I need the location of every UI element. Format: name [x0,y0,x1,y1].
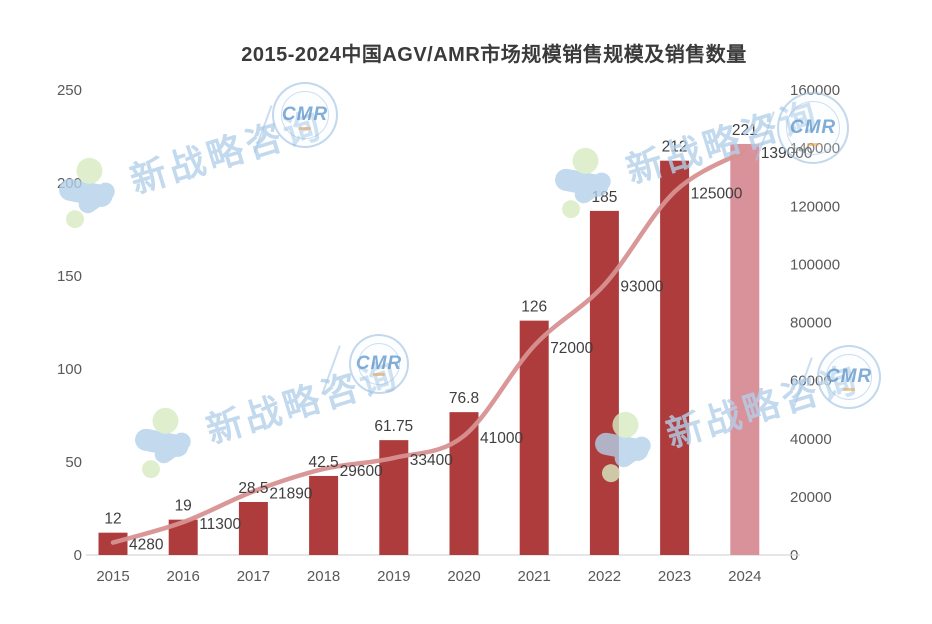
line-value-label-2022: 93000 [620,279,663,296]
x-axis-tick-label: 2024 [728,568,761,585]
bar-value-label-2022: 185 [591,189,617,206]
y-axis-right-tick-label: 80000 [790,315,832,332]
bar-value-label-2019: 61.75 [374,418,413,435]
bar-value-label-2024: 221 [732,122,758,139]
x-axis-tick-label: 2015 [96,568,129,585]
line-value-label-2020: 41000 [480,430,523,447]
y-axis-left-tick-label: 100 [57,361,82,378]
y-axis-right-tick-label: 40000 [790,431,832,448]
x-axis-tick-label: 2018 [307,568,340,585]
line-value-label-2016: 11300 [199,516,241,533]
y-axis-right-tick-label: 160000 [790,82,840,99]
line-series [110,148,748,545]
y-axis-left-tick-label: 0 [74,547,82,564]
bar-value-label-2015: 12 [104,511,121,528]
bar-2024 [730,143,760,555]
line-value-label-2015: 4280 [129,537,164,554]
x-axis-tick-label: 2017 [237,568,270,585]
y-axis-right-tick-label: 100000 [790,256,840,273]
bar-2022 [589,210,619,555]
bar-value-label-2016: 19 [175,498,192,515]
y-axis-left-tick-label: 50 [65,454,82,471]
y-axis-left-tick-label: 250 [57,82,82,99]
line-value-label-2023: 125000 [691,186,743,203]
y-axis-right-tick-label: 140000 [790,140,840,157]
y-axis-right-tick-label: 20000 [790,489,832,506]
bar-value-label-2023: 212 [662,139,688,156]
line-value-label-2018: 29600 [340,463,383,480]
y-axis-left-tick-label: 150 [57,268,82,285]
bar-value-label-2020: 76.8 [449,390,479,407]
y-axis-left-tick-label: 200 [57,175,82,192]
bar-value-label-2017: 28.5 [238,480,268,497]
y-axis-right-tick-label: 60000 [790,373,832,390]
y-axis-right-tick-label: 120000 [790,198,840,215]
line-value-label-2019: 33400 [410,452,453,469]
line-value-label-2017: 21890 [269,485,312,502]
x-axis-tick-label: 2020 [447,568,480,585]
x-axis-tick-label: 2019 [377,568,410,585]
bar-2017 [238,501,268,555]
x-axis-tick-label: 2022 [588,568,621,585]
bar-value-label-2021: 126 [521,299,547,316]
chart-title: 2015-2024中国AGV/AMR市场规模销售规模及销售数量 [241,44,747,66]
line-value-label-2024: 139000 [761,145,813,162]
x-axis-tick-label: 2016 [167,568,200,585]
bar-value-label-2018: 42.5 [309,454,339,471]
line-value-label-2021: 72000 [550,340,593,357]
bar-2023 [660,160,690,555]
bar-2018 [309,475,339,555]
x-axis-tick-label: 2023 [658,568,691,585]
x-axis-tick-label: 2021 [518,568,551,585]
